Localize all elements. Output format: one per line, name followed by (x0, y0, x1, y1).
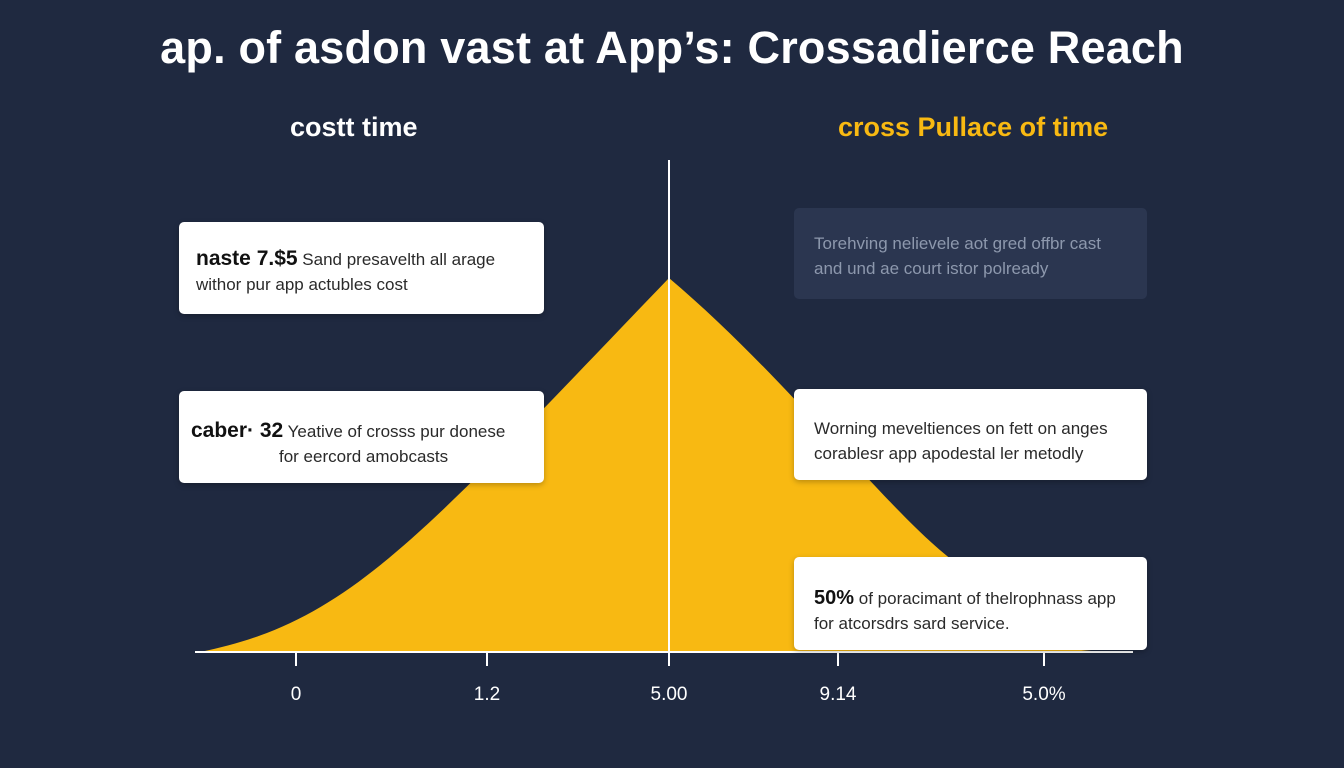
card-text: Torehving nelievele aot gred offbr cast (814, 234, 1101, 253)
chart-title: ap. of asdon vast at App’s: Crossadierce… (160, 22, 1184, 73)
x-tick-label: 9.14 (820, 684, 857, 705)
card-lead-value: caber· 32 (191, 419, 284, 442)
info-card-cost: naste 7.$5 Sand presavelth all arage wit… (179, 222, 544, 314)
card-lead-value: naste 7.$5 (196, 247, 298, 270)
x-tick-label: 0 (291, 684, 302, 705)
card-text: for atcorsdrs sard service. (814, 614, 1010, 633)
info-card-percent: 50% of poracimant of thelrophnass app fo… (794, 557, 1147, 650)
info-card-faded: Torehving nelievele aot gred offbr cast … (794, 208, 1147, 299)
card-text: for eercord amobcasts (279, 447, 449, 466)
info-card-caber: caber· 32 Yeative of crosss pur donese f… (179, 391, 544, 483)
card-text: withor pur app actubles cost (196, 275, 408, 294)
card-text: Yeative of crosss pur donese (283, 422, 506, 441)
left-section-heading: costt time (290, 112, 418, 142)
right-section-heading: cross Pullace of time (838, 112, 1109, 142)
x-tick-label: 5.0% (1022, 684, 1065, 705)
card-text: of poracimant of thelrophnass app (854, 589, 1116, 608)
info-card-worning: Worning meveltiences on fett on anges co… (794, 389, 1147, 480)
card-lead-value: 50% (814, 587, 855, 609)
card-text: corablesr app apodestal ler metodly (814, 444, 1084, 463)
x-tick-label: 1.2 (474, 684, 500, 705)
card-text: Worning meveltiences on fett on anges (814, 419, 1108, 438)
x-tick-label: 5.00 (651, 684, 688, 705)
card-text: and und ae court istor polready (814, 259, 1049, 278)
card-text: Sand presavelth all arage (297, 250, 496, 269)
